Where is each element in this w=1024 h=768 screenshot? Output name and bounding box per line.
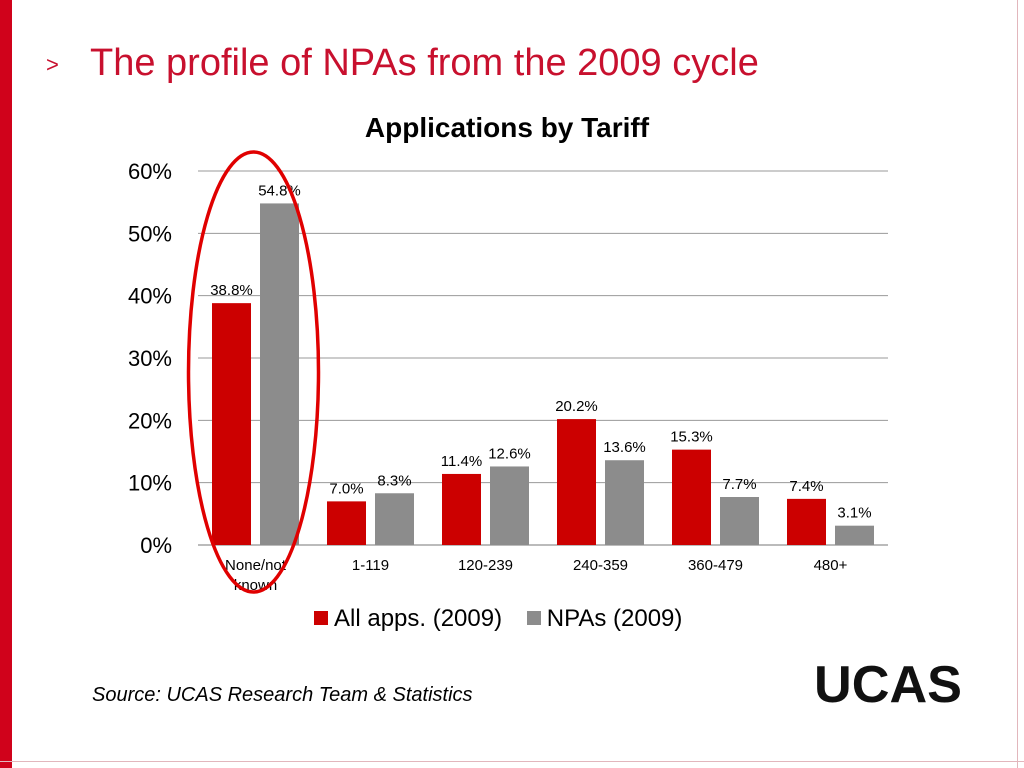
title-bullet-icon: > (46, 52, 59, 77)
bar (605, 460, 644, 545)
data-label: 8.3% (377, 472, 411, 489)
highlight-ellipse (186, 150, 321, 594)
bar (375, 493, 414, 545)
data-label: 15.3% (670, 429, 713, 446)
chart-legend: All apps. (2009) NPAs (2009) (314, 605, 700, 633)
ucas-logo-text: UCAS (814, 656, 962, 710)
bar (672, 449, 711, 545)
slide-title: The profile of NPAs from the 2009 cycle (90, 42, 759, 84)
legend-item-all-apps: All apps. (2009) (314, 605, 502, 633)
ucas-logo: UCAS (814, 656, 962, 710)
legend-swatch-all-apps (314, 610, 328, 625)
left-accent-bar (0, 0, 12, 768)
x-tick-label: 1-119 (352, 557, 389, 574)
data-label: 20.2% (555, 398, 598, 415)
data-label: 38.8% (210, 282, 253, 299)
source-note: Source: UCAS Research Team & Statistics (92, 684, 473, 706)
x-tick-label: 360-479 (688, 557, 743, 574)
x-tick-label: 480+ (814, 557, 848, 574)
frame-line-right (1017, 0, 1018, 768)
y-tick-label: 0% (140, 533, 172, 558)
y-tick-label: 20% (128, 408, 172, 433)
bar (442, 473, 481, 545)
y-tick-label: 60% (128, 159, 172, 184)
bar (787, 498, 826, 545)
bar (835, 525, 874, 545)
data-label: 12.6% (488, 445, 531, 462)
bar (212, 303, 251, 545)
bar (557, 419, 596, 545)
data-label: 7.7% (722, 476, 756, 493)
x-tick-label: None/not (225, 557, 287, 574)
bar (720, 497, 759, 545)
data-label: 13.6% (603, 439, 646, 456)
bar-chart: 0%10%20%30%40%50%60%38.8%54.8%None/notkn… (128, 150, 888, 594)
x-tick-label: 120-239 (458, 557, 513, 574)
legend-swatch-npas (526, 610, 541, 625)
frame-line-bottom (0, 761, 1024, 762)
legend-item-npas: NPAs (2009) (526, 605, 683, 633)
y-tick-label: 30% (128, 346, 172, 371)
bar (490, 466, 529, 545)
data-label: 11.4% (441, 453, 482, 470)
bar (260, 203, 299, 545)
data-label: 7.4% (789, 478, 823, 495)
y-tick-label: 40% (128, 284, 172, 309)
legend-label-npas: NPAs (2009) (546, 605, 683, 632)
y-tick-label: 10% (128, 471, 172, 496)
x-tick-label: 240-359 (573, 557, 628, 574)
data-label: 7.0% (329, 480, 363, 497)
legend-label-all-apps: All apps. (2009) (334, 605, 503, 632)
y-tick-label: 50% (128, 221, 172, 246)
data-label: 3.1% (837, 505, 871, 522)
chart-title: Applications by Tariff (364, 112, 650, 143)
bar (327, 501, 366, 545)
